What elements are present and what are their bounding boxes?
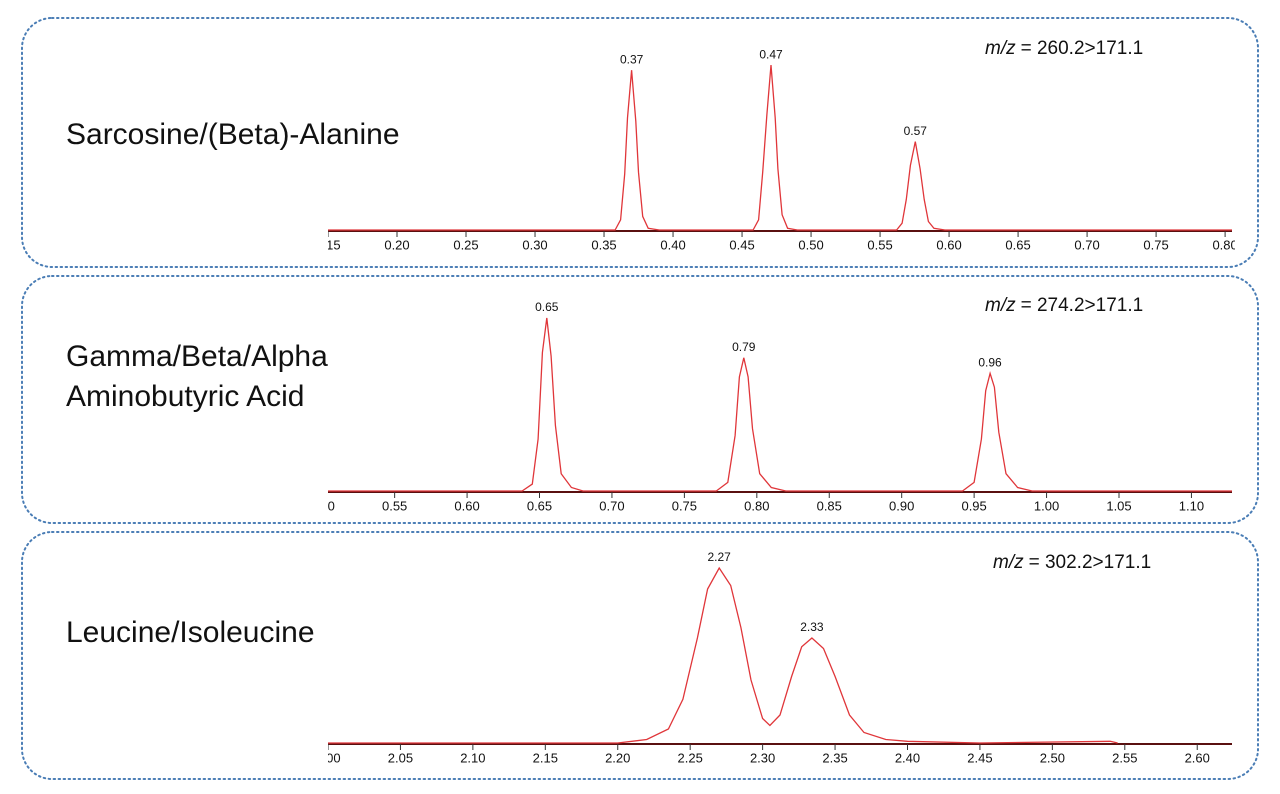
- panel: [21, 275, 1259, 524]
- x-tick-label: 0.75: [1143, 237, 1168, 252]
- panel-title: Gamma/Beta/Alpha Aminobutyric Acid: [66, 340, 328, 413]
- transition-label: m/z = 274.2>171.1: [985, 295, 1143, 316]
- x-tick-label: 2.40: [895, 750, 920, 765]
- peak-label: 2.27: [707, 550, 731, 564]
- peak-label: 0.57: [904, 124, 928, 138]
- x-tick-label: 0.60: [936, 237, 961, 252]
- x-tick-label: 0.95: [961, 498, 986, 513]
- x-tick-label: 0.50: [310, 498, 335, 513]
- x-tick-label: 0.85: [817, 498, 842, 513]
- panel: [21, 17, 1259, 268]
- peak-label: 0.96: [978, 356, 1002, 370]
- x-tick-label: 0.70: [599, 498, 624, 513]
- x-tick-label: 2.25: [678, 750, 703, 765]
- x-tick-label: 2.20: [605, 750, 630, 765]
- x-tick-label: 0.80: [744, 498, 769, 513]
- x-tick-label: 1.05: [1106, 498, 1131, 513]
- peak-label: 2.33: [800, 620, 824, 634]
- x-tick-label: 0.40: [660, 237, 685, 252]
- x-tick-label: 0.80: [1212, 237, 1237, 252]
- x-tick-label: 0.60: [454, 498, 479, 513]
- mz-value: = 302.2>171.1: [1029, 552, 1152, 573]
- mz-label: m/z: [993, 552, 1024, 573]
- peak-label: 0.65: [535, 300, 559, 314]
- panel-title: Sarcosine/(Beta)-Alanine: [66, 118, 400, 151]
- x-tick-label: 2.50: [1040, 750, 1065, 765]
- transition-label: m/z = 302.2>171.1: [993, 552, 1151, 573]
- x-tick-label: 0.35: [591, 237, 616, 252]
- x-tick-label: 0.15: [315, 237, 340, 252]
- x-tick-label: 0.70: [1074, 237, 1099, 252]
- x-tick-label: 2.15: [533, 750, 558, 765]
- trace: [328, 566, 1118, 744]
- transition-label: m/z = 260.2>171.1: [985, 38, 1143, 59]
- x-tick-label: 1.00: [1034, 498, 1059, 513]
- x-tick-label: 2.10: [460, 750, 485, 765]
- trace: [328, 317, 1232, 492]
- peak-label: 0.79: [732, 340, 756, 354]
- x-tick-label: 0.90: [889, 498, 914, 513]
- x-tick-label: 0.55: [382, 498, 407, 513]
- mz-label: m/z: [985, 295, 1016, 316]
- panel-title-line: Gamma/Beta/Alpha: [66, 340, 328, 373]
- x-tick-label: 2.05: [388, 750, 413, 765]
- x-tick-label: 0.65: [1005, 237, 1030, 252]
- x-tick-label: 0.20: [384, 237, 409, 252]
- panel-title: Leucine/Isoleucine: [66, 616, 315, 649]
- mz-value: = 260.2>171.1: [1021, 38, 1144, 59]
- x-tick-label: 0.45: [729, 237, 754, 252]
- x-tick-label: 2.55: [1112, 750, 1137, 765]
- mz-value: = 274.2>171.1: [1021, 295, 1144, 316]
- panel-title-line: Aminobutyric Acid: [66, 380, 304, 413]
- mz-label: m/z: [985, 38, 1016, 59]
- x-tick-label: 0.75: [672, 498, 697, 513]
- x-tick-label: 0.25: [453, 237, 478, 252]
- peak-label: 0.37: [620, 52, 644, 66]
- peak-label: 0.47: [759, 47, 783, 61]
- x-tick-label: 0.50: [798, 237, 823, 252]
- x-tick-label: 1.10: [1179, 498, 1204, 513]
- x-tick-label: 2.35: [822, 750, 847, 765]
- trace: [328, 65, 1232, 231]
- x-tick-label: 2.30: [750, 750, 775, 765]
- panel: [21, 531, 1259, 780]
- x-tick-label: 0.55: [867, 237, 892, 252]
- x-tick-label: 2.60: [1185, 750, 1210, 765]
- x-tick-label: 2.00: [315, 750, 340, 765]
- x-tick-label: 0.30: [522, 237, 547, 252]
- x-tick-label: 0.65: [527, 498, 552, 513]
- x-tick-label: 2.45: [967, 750, 992, 765]
